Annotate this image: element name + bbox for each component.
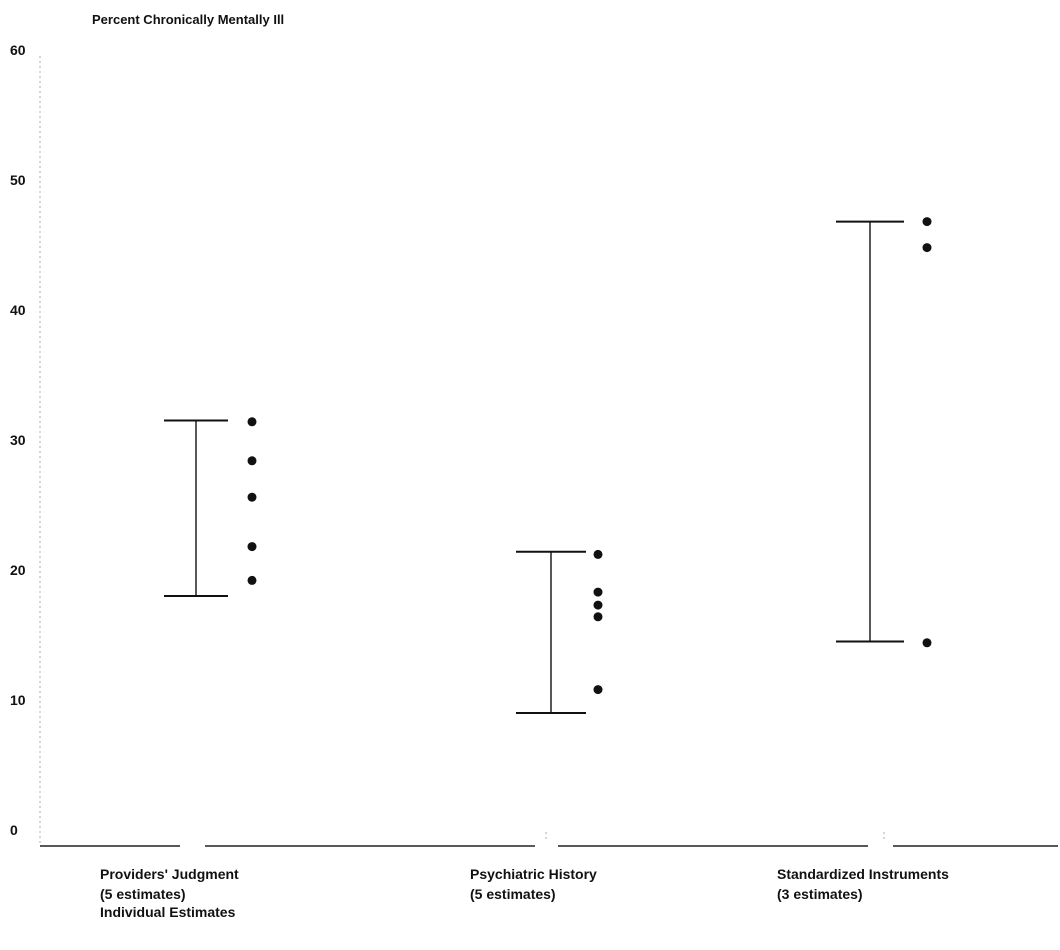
estimate-point bbox=[922, 243, 932, 253]
estimate-point bbox=[922, 638, 932, 648]
estimate-point bbox=[247, 542, 257, 552]
estimate-point bbox=[593, 600, 603, 610]
range-bars bbox=[164, 220, 904, 714]
category-sublabel: (5 estimates) bbox=[100, 886, 186, 902]
estimate-point bbox=[247, 575, 257, 585]
estimate-point bbox=[593, 549, 603, 559]
y-tick-label: 60 bbox=[10, 42, 26, 58]
y-axis: 0 10 20 30 40 50 60 bbox=[10, 42, 41, 844]
estimate-point bbox=[593, 587, 603, 597]
category-sublabel: (5 estimates) bbox=[470, 886, 556, 902]
estimate-point bbox=[593, 612, 603, 622]
y-tick-label: 50 bbox=[10, 172, 26, 188]
y-tick-label: 20 bbox=[10, 562, 26, 578]
footnote: Individual Estimates bbox=[100, 904, 236, 920]
y-axis-label: Percent Chronically Mentally Ill bbox=[92, 12, 284, 27]
category-sublabel: (3 estimates) bbox=[777, 886, 863, 902]
category-label: Standardized Instruments bbox=[777, 866, 949, 882]
estimate-point bbox=[922, 217, 932, 227]
y-tick-label: 0 bbox=[10, 822, 18, 838]
y-tick-label: 10 bbox=[10, 692, 26, 708]
x-axis bbox=[40, 832, 1058, 847]
estimate-point bbox=[247, 417, 257, 427]
category-label: Providers' Judgment bbox=[100, 866, 239, 882]
estimate-point bbox=[247, 492, 257, 502]
y-tick-label: 30 bbox=[10, 432, 26, 448]
y-tick-label: 40 bbox=[10, 302, 26, 318]
estimate-point bbox=[247, 456, 257, 466]
category-labels: Providers' Judgment (5 estimates) Psychiat… bbox=[100, 866, 949, 902]
estimate-points bbox=[247, 217, 932, 695]
category-label: Psychiatric History bbox=[470, 866, 597, 882]
estimate-point bbox=[593, 685, 603, 695]
